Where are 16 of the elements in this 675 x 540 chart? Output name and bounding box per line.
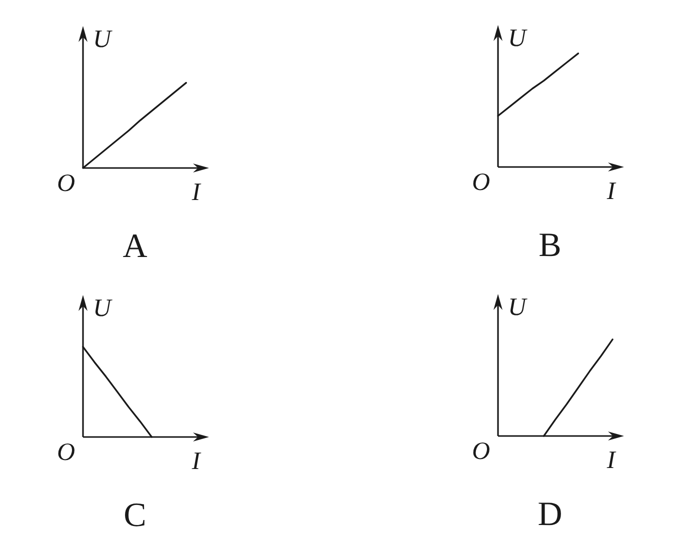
- x-axis-title: I: [190, 179, 202, 206]
- text: A: [122, 228, 148, 265]
- text: O: [56, 439, 76, 466]
- text: C: [124, 497, 146, 534]
- x-axis-title: I: [606, 178, 617, 205]
- x-axis-title: I: [606, 447, 617, 474]
- text: D: [538, 496, 562, 533]
- text: O: [472, 169, 490, 196]
- text: O: [472, 438, 490, 465]
- text: O: [56, 170, 76, 197]
- y-axis-title: U: [508, 294, 528, 321]
- y-axis-title: U: [93, 26, 113, 53]
- y-axis-title: U: [508, 25, 528, 52]
- x-axis-title: I: [190, 448, 202, 475]
- text: B: [538, 227, 562, 264]
- y-axis-title: U: [93, 295, 113, 322]
